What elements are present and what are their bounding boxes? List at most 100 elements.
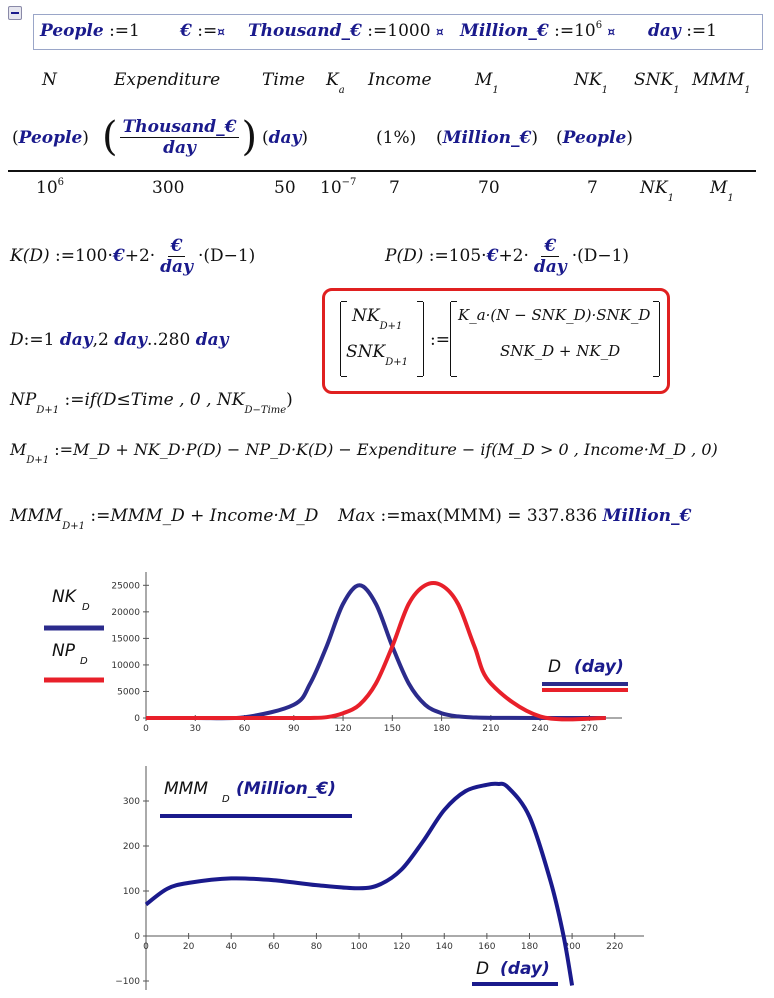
x-tick-label: 150	[384, 724, 401, 734]
y-tick-label: 0	[134, 932, 140, 942]
value-SNK1[interactable]: NK1	[640, 178, 674, 204]
legend-NK-label: NK	[52, 587, 78, 607]
million-exp: 6	[595, 20, 603, 31]
definitions-region[interactable]	[33, 14, 763, 50]
x-tick-label: 180	[433, 724, 450, 734]
y-tick-label: 200	[123, 842, 140, 852]
x-tick-label: 160	[478, 942, 495, 952]
unit-people-N: (People)	[12, 128, 89, 148]
header-time: Time	[262, 70, 305, 90]
equation-M[interactable]: MD+1 :=M_D + NK_D·P(D) − NP_D·K(D) − Exp…	[10, 440, 718, 466]
x-tick-label: 200	[563, 942, 580, 952]
plot-MMM[interactable]: 0 20 40 60 80 100 120 140 160 180 200 220 −100 0 100 20…	[0, 760, 774, 998]
x-tick-label: 120	[334, 724, 351, 734]
equation-NP[interactable]: NPD+1 :=if(D≤Time , 0 , NKD−Time)	[10, 390, 293, 416]
series-line-0	[144, 781, 575, 986]
definition-people[interactable]: People :=1	[40, 21, 140, 41]
assign-op: :=	[554, 21, 575, 41]
series-line-0	[145, 583, 606, 721]
value-MMM1[interactable]: M1	[710, 178, 734, 204]
unit-thousand-per-day: (Thousand_€ day)	[102, 114, 258, 160]
value-N[interactable]: 106	[36, 177, 65, 198]
definition-thousand[interactable]: Thousand_€ :=1000 ¤	[248, 21, 444, 41]
matrix-lhs-bottom: SNKD+1	[346, 342, 408, 368]
equation-max[interactable]: Max :=max(MMM) = 337.836 Million_€	[338, 506, 692, 526]
x-axis-label: D	[548, 657, 561, 677]
collapse-region-button[interactable]	[8, 6, 22, 20]
equation-MMM[interactable]: MMMD+1 :=MMM_D + Income·M_D	[10, 506, 319, 532]
header-M1: M1	[475, 70, 499, 96]
y-tick-label: 25000	[111, 581, 140, 591]
unit-marker: ¤	[607, 25, 616, 39]
y-tick-label: 10000	[111, 661, 140, 671]
base-unit-marker: ¤	[217, 25, 225, 39]
thousand-value: 1000	[387, 21, 431, 41]
matrix-rhs	[450, 301, 660, 377]
million-base: 10	[574, 21, 596, 41]
x-tick-label: 90	[288, 724, 300, 734]
x-tick-label: 210	[482, 724, 499, 734]
header-SNK1: SNK1	[634, 70, 680, 96]
value-income[interactable]: 7	[389, 178, 400, 198]
x-tick-label: 140	[436, 942, 453, 952]
header-N: N	[42, 70, 57, 90]
x-tick-label: 60	[239, 724, 251, 734]
people-value: 1	[129, 21, 140, 41]
legend-MMM-label: MMM	[164, 779, 208, 799]
unit-marker: ¤	[435, 25, 444, 39]
definition-day[interactable]: day :=1	[648, 21, 717, 41]
day-value: 1	[706, 21, 717, 41]
value-time[interactable]: 50	[274, 178, 296, 198]
value-Ka[interactable]: 10−7	[320, 177, 357, 198]
unit-people-NK: (People)	[556, 128, 633, 148]
assign-op: :=	[197, 21, 218, 41]
y-tick-label: 15000	[111, 634, 140, 644]
million-unit: Million_€	[460, 21, 549, 41]
y-tick-label: 0	[134, 714, 140, 724]
value-NK1[interactable]: 7	[587, 178, 598, 198]
y-tick-label: 300	[123, 797, 140, 807]
y-tick-label: 20000	[111, 608, 140, 618]
value-M1[interactable]: 70	[478, 178, 500, 198]
header-income: Income	[368, 70, 432, 90]
x-tick-label: 20	[183, 942, 195, 952]
x-tick-label: 220	[606, 942, 623, 952]
x-axis-label: D	[476, 959, 489, 979]
unit-day-time: (day)	[262, 128, 309, 148]
y-tick-label: 5000	[117, 687, 140, 697]
matrix-rhs-bottom: SNK_D + NK_D	[500, 342, 621, 360]
x-tick-label: 0	[143, 942, 149, 952]
y-tick-label: 100	[123, 887, 140, 897]
legend-MMM-unit: (Million_€)	[236, 779, 336, 799]
euro-unit: €	[180, 21, 192, 41]
equation-P[interactable]: P(D) :=105·€+2· € day ·(D−1)	[385, 236, 630, 277]
legend-NP-label: NP	[52, 641, 76, 661]
header-NK1: NK1	[574, 70, 608, 96]
definition-million[interactable]: Million_€ :=106 ¤	[460, 20, 616, 41]
day-unit: day	[648, 21, 681, 41]
table-divider	[8, 170, 756, 172]
definition-euro[interactable]: € :=¤	[180, 21, 225, 41]
people-unit: People	[40, 21, 104, 41]
x-tick-label: 0	[143, 724, 149, 734]
plot-NK-NP[interactable]: 0 30 60 90 120 150 180 210 240 270 0 5000 10000 15000…	[0, 560, 774, 760]
legend-NK-sub: D	[82, 602, 90, 613]
unit-percent: (1%)	[376, 128, 417, 148]
matrix-assign-op: :=	[430, 330, 450, 350]
header-Ka: Ka	[326, 70, 345, 96]
highlighted-matrix-equation[interactable]	[322, 288, 670, 394]
range-variable-D[interactable]: D:=1 day,2 day..280 day	[10, 330, 229, 350]
unit-million-M: (Million_€)	[436, 128, 538, 148]
x-tick-label: 80	[311, 942, 323, 952]
equation-K[interactable]: K(D) :=100·€+2· € day ·(D−1)	[10, 236, 256, 277]
assign-op: :=	[109, 21, 130, 41]
matrix-rhs-top: K_a·(N − SNK_D)·SNK_D	[458, 306, 651, 324]
legend-MMM-sub: D	[222, 794, 230, 805]
value-expenditure[interactable]: 300	[152, 178, 185, 198]
header-MMM1: MMM1	[692, 70, 751, 96]
x-axis-unit: (day)	[574, 657, 624, 677]
y-tick-label: −100	[115, 977, 140, 987]
legend-NP-sub: D	[80, 656, 88, 667]
x-axis-unit: (day)	[500, 959, 550, 979]
matrix-lhs	[340, 301, 424, 377]
